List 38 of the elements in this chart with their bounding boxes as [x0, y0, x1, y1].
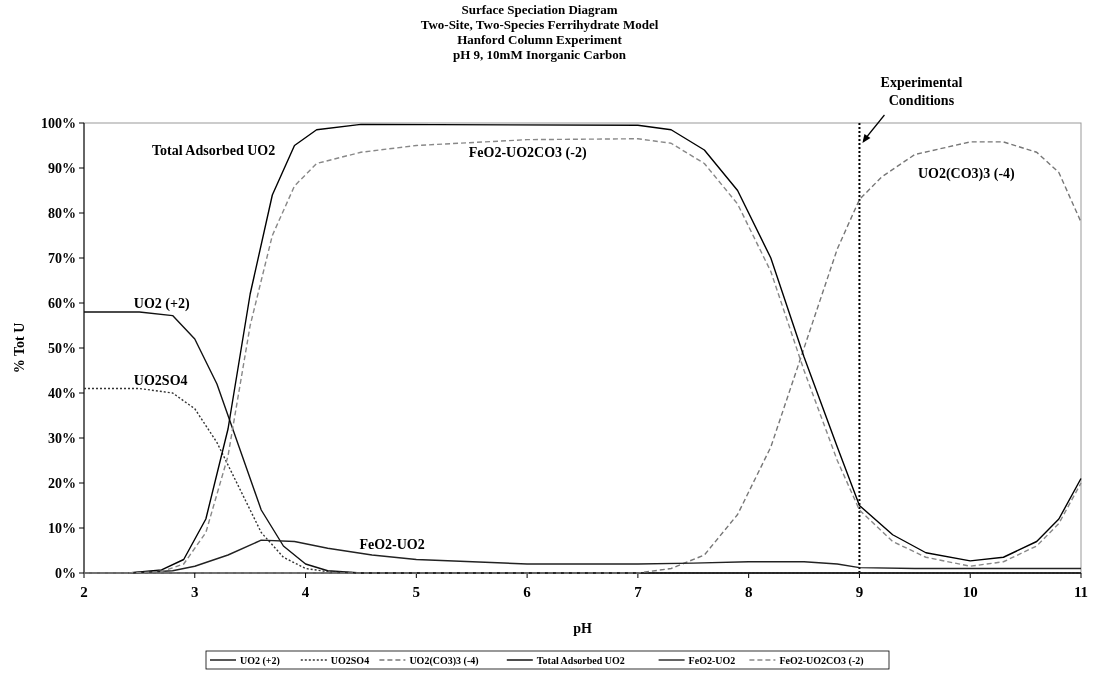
annotation: FeO2-UO2CO3 (-2): [468, 145, 587, 162]
legend-label: FeO2-UO2: [688, 655, 736, 666]
x-tick-label: 8: [744, 584, 753, 600]
y-tick-label: 80%: [48, 206, 76, 221]
y-tick-label: 0%: [55, 566, 76, 581]
y-tick-label: 100%: [41, 116, 76, 131]
annotation: UO2 (+2): [133, 296, 190, 312]
x-tick-label: 7: [634, 584, 643, 600]
y-tick-label: 90%: [48, 161, 76, 176]
y-tick-label: 60%: [48, 296, 76, 311]
legend-label: UO2SO4: [330, 655, 370, 666]
legend-label: UO2 (+2): [240, 655, 280, 667]
ref-line-label: Experimental Conditions: [880, 75, 963, 108]
x-tick-label: 10: [962, 584, 978, 600]
x-tick-label: 2: [80, 584, 88, 600]
y-tick-label: 70%: [48, 251, 76, 266]
x-tick-label: 3: [191, 584, 199, 600]
legend-label: FeO2-UO2CO3 (-2): [779, 655, 864, 667]
annotation: FeO2-UO2: [359, 537, 425, 553]
y-tick-label: 10%: [48, 521, 76, 536]
x-axis-title: pH: [573, 621, 592, 636]
x-tick-label: 6: [523, 584, 532, 600]
legend-label: UO2(CO3)3 (-4): [409, 655, 479, 667]
x-tick-label: 4: [301, 584, 310, 600]
y-tick-label: 50%: [48, 341, 76, 356]
chart-title: Surface Speciation Diagram: [461, 2, 618, 17]
x-tick-label: 5: [412, 584, 421, 600]
annotation: Total Adsorbed UO2: [152, 143, 276, 158]
y-axis-title: % Tot U: [12, 322, 27, 374]
y-tick-label: 40%: [48, 386, 76, 401]
annotation: UO2SO4: [133, 372, 188, 388]
chart-subtitle: Two-Site, Two-Species Ferrihydrate Model Hanford Column Experiment pH 9, 10mM Inorganic Carbon: [420, 17, 659, 62]
annotation: UO2(CO3)3 (-4): [917, 165, 1016, 182]
x-tick-label: 11: [1073, 584, 1089, 600]
y-tick-label: 20%: [48, 476, 76, 491]
legend-label: Total Adsorbed UO2: [536, 655, 625, 666]
x-tick-label: 9: [855, 584, 864, 600]
y-tick-label: 30%: [48, 431, 76, 446]
